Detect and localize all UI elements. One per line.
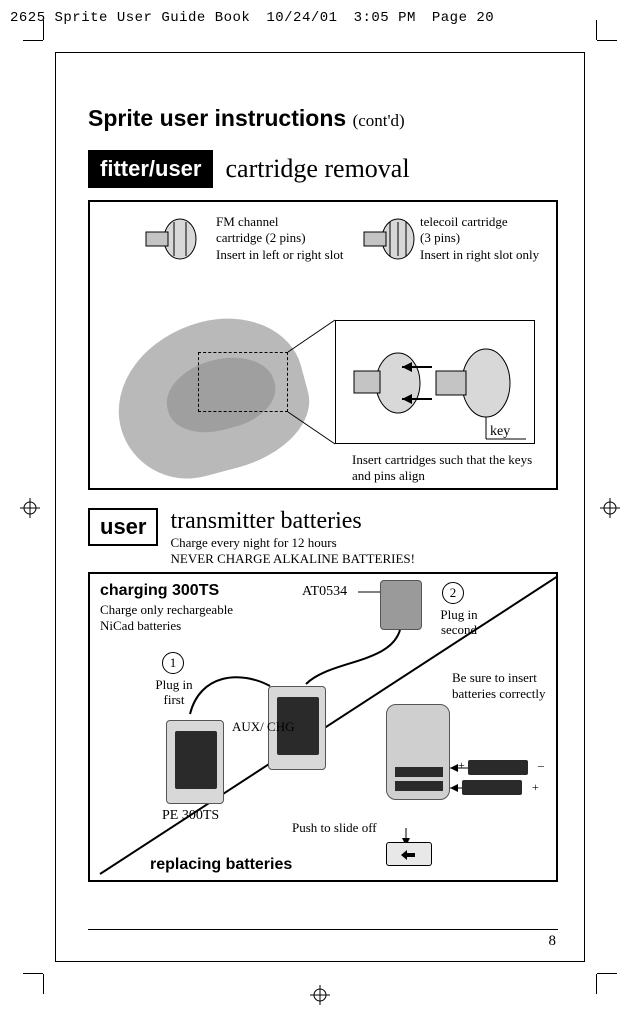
title-contd: (cont'd) (353, 111, 405, 130)
crop-mark-bottom-right (585, 962, 615, 992)
page-title: Sprite user instructions (cont'd) (88, 105, 558, 132)
align-note: Insert cartridges such that the keys and… (352, 452, 542, 483)
section-batteries-header: user transmitter batteries Charge every … (88, 508, 558, 566)
role-badge-fitter-user: fitter/user (88, 150, 213, 188)
title-main: Sprite user instructions (88, 105, 346, 131)
registration-mark-right (600, 498, 620, 518)
cartridge-panel: FM channel cartridge (2 pins) Insert in … (88, 200, 558, 490)
push-to-slide-note: Push to slide off (292, 820, 377, 836)
crop-mark-top-right (585, 40, 615, 70)
polarity-plus-right: + (532, 780, 539, 795)
battery-cover-icon (386, 842, 432, 866)
registration-mark-bottom (310, 985, 330, 1005)
registration-mark-left (20, 498, 40, 518)
print-header: 2625 Sprite User Guide Book 10/24/01 3:0… (10, 10, 629, 26)
print-page: Page 20 (432, 10, 494, 26)
batteries-heading: transmitter batteries (170, 508, 414, 535)
page-number: 8 (549, 933, 557, 950)
page-rule (88, 929, 558, 930)
polarity-minus-left: – (452, 780, 458, 795)
battery-pair-icon (462, 760, 532, 796)
role-badge-user: user (88, 508, 158, 546)
batteries-panel: charging 300TS Charge only rechargeable … (88, 572, 558, 882)
batteries-sub2: NEVER CHARGE ALKALINE BATTERIES! (170, 551, 414, 567)
replacing-batteries-title: replacing batteries (150, 856, 292, 874)
polarity-plus-left: + (458, 758, 465, 773)
print-date: 10/24/01 (266, 10, 337, 26)
key-label: key (490, 424, 510, 440)
print-file: 2625 Sprite User Guide Book (10, 10, 250, 26)
polarity-minus-right: – (538, 758, 544, 773)
zoom-leader-lines (90, 202, 560, 492)
section-cartridge-header: fitter/user cartridge removal (88, 150, 558, 188)
crop-mark-bottom-left (43, 962, 73, 992)
batteries-sub1: Charge every night for 12 hours (170, 535, 414, 551)
cartridge-heading: cartridge removal (225, 154, 409, 184)
print-time: 3:05 PM (354, 10, 416, 26)
page-content: Sprite user instructions (cont'd) fitter… (88, 105, 558, 882)
